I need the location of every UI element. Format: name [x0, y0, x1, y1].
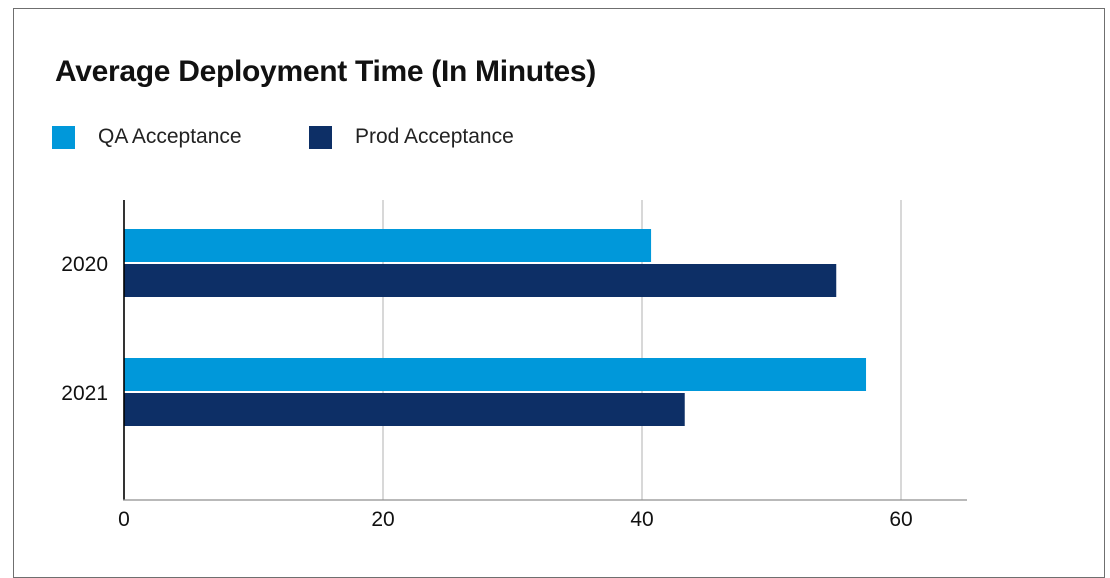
bar-2021-prod-acceptance	[124, 393, 685, 426]
legend-swatch-qa-acceptance	[52, 126, 75, 149]
legend-swatch-prod-acceptance	[309, 126, 332, 149]
category-label-2020: 2020	[61, 253, 108, 276]
bar-chart-plot: 2020 2021 0 20 40 60	[61, 200, 967, 531]
x-tick-label-20: 20	[371, 508, 394, 531]
chart-title: Average Deployment Time (In Minutes)	[55, 55, 596, 88]
bar-2021-qa-acceptance	[124, 358, 867, 391]
x-tick-label-40: 40	[630, 508, 653, 531]
legend-label-prod-acceptance: Prod Acceptance	[355, 125, 514, 148]
bar-2020-qa-acceptance	[124, 229, 652, 262]
category-label-2021: 2021	[61, 382, 108, 405]
x-tick-label-0: 0	[118, 508, 130, 531]
legend-label-qa-acceptance: QA Acceptance	[98, 125, 242, 148]
x-tick-label-60: 60	[889, 508, 912, 531]
bar-2020-prod-acceptance	[124, 264, 837, 297]
